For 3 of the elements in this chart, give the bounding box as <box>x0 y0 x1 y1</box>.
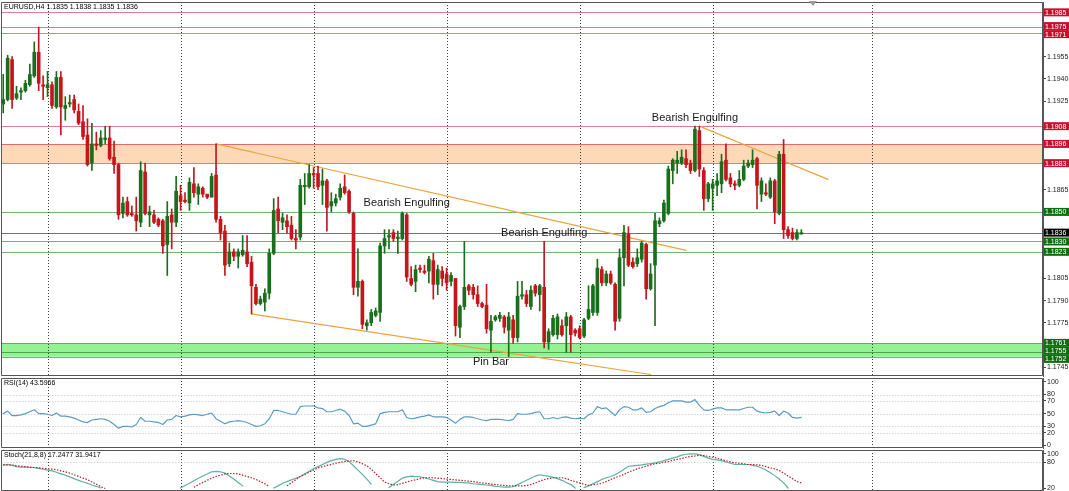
annotation: Bearish Engulfing <box>363 196 450 209</box>
annotation: Pin Bar <box>472 354 510 367</box>
annotation: Bearish Engulfing <box>651 110 739 123</box>
